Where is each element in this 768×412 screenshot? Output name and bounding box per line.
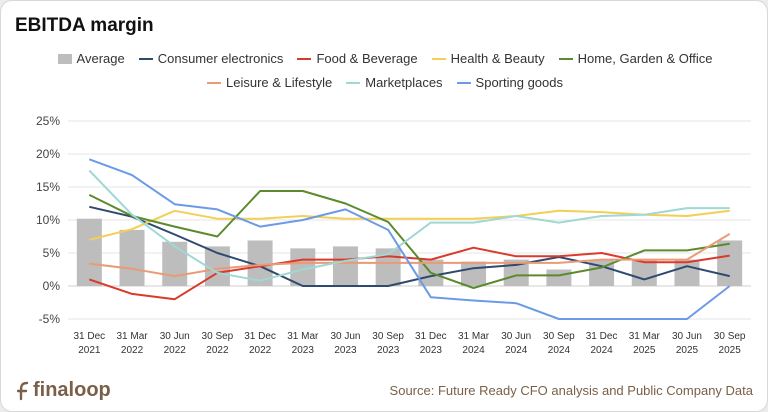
x-tick-label: 31 Mar <box>629 331 661 342</box>
legend-item-marketplaces[interactable]: Marketplaces <box>346 75 443 90</box>
x-tick-year: 2025 <box>633 345 656 356</box>
legend-label: Leisure & Lifestyle <box>226 75 333 90</box>
x-tick-year: 2024 <box>462 345 485 356</box>
legend-swatch <box>138 57 153 60</box>
x-tick-label: 30 Sep <box>372 331 404 342</box>
y-tick-label: 5% <box>43 246 61 260</box>
legend-label: Home, Garden & Office <box>577 51 713 66</box>
legend-item-leisure-lifestyle[interactable]: Leisure & Lifestyle <box>207 75 332 90</box>
x-tick-label: 30 Jun <box>501 331 531 342</box>
source-note: Source: Future Ready CFO analysis and Pu… <box>389 383 753 398</box>
x-tick-year: 2022 <box>249 345 272 356</box>
finaloop-logo-icon <box>17 381 29 400</box>
x-tick-label: 31 Dec <box>244 331 276 342</box>
legend-item-average[interactable]: Average <box>57 51 125 66</box>
legend-swatch <box>431 57 446 60</box>
x-tick-label: 31 Mar <box>287 331 319 342</box>
x-tick-year: 2022 <box>121 345 144 356</box>
series-line <box>88 158 731 320</box>
x-tick-label: 31 Mar <box>458 331 490 342</box>
legend-label: Health & Beauty <box>450 51 545 66</box>
bar <box>76 218 102 286</box>
legend-swatch-average <box>57 53 72 64</box>
x-tick-label: 31 Mar <box>116 331 148 342</box>
series-line <box>88 246 730 301</box>
x-tick-year: 2023 <box>420 345 443 356</box>
legend-swatch <box>346 81 361 84</box>
legend-swatch <box>558 57 573 60</box>
x-tick-label: 31 Dec <box>415 331 447 342</box>
series-line <box>89 205 730 287</box>
x-tick-year: 2023 <box>334 345 357 356</box>
x-tick-year: 2023 <box>292 345 315 356</box>
x-tick-year: 2021 <box>78 345 101 356</box>
y-tick-label: 20% <box>36 147 60 161</box>
x-tick-year: 2025 <box>719 345 742 356</box>
y-tick-label: 15% <box>36 180 60 194</box>
bar <box>546 269 572 286</box>
x-tick-label: 31 Dec <box>586 331 618 342</box>
bar <box>717 240 743 286</box>
x-tick-label: 30 Jun <box>330 331 360 342</box>
bar <box>332 246 358 286</box>
x-tick-label: 31 Dec <box>74 331 106 342</box>
bar <box>674 259 700 286</box>
legend-label-average: Average <box>76 51 125 66</box>
logo-text: finaloop <box>33 379 111 401</box>
legend-item-home-garden-office[interactable]: Home, Garden & Office <box>558 51 713 66</box>
legend-swatch <box>297 57 312 60</box>
legend-item-sporting-goods[interactable]: Sporting goods <box>456 75 563 90</box>
legend-swatch <box>207 81 221 84</box>
legend-label: Consumer electronics <box>157 51 284 66</box>
series-line <box>88 169 730 282</box>
series-line <box>89 209 730 241</box>
chart-title: EBITDA margin <box>15 15 154 36</box>
legend-label: Marketplaces <box>365 75 443 90</box>
y-tick-label: -5% <box>39 312 61 326</box>
x-tick-label: 30 Sep <box>714 331 746 342</box>
x-tick-year: 2022 <box>206 345 229 356</box>
legend-row-2: Leisure & Lifestyle Marketplaces Sportin… <box>21 75 749 90</box>
legend-label: Sporting goods <box>475 75 563 90</box>
legend-label: Food & Beverage <box>316 51 418 66</box>
x-tick-label: 30 Jun <box>160 331 190 342</box>
legend-item-health-beauty[interactable]: Health & Beauty <box>431 51 545 66</box>
y-tick-label: 10% <box>36 213 60 227</box>
x-tick-label: 30 Sep <box>202 331 234 342</box>
x-tick-year: 2024 <box>548 345 571 356</box>
bar <box>631 259 657 286</box>
x-tick-year: 2025 <box>676 345 699 356</box>
x-tick-year: 2022 <box>164 345 187 356</box>
x-tick-label: 30 Sep <box>543 331 575 342</box>
x-tick-year: 2023 <box>377 345 400 356</box>
bar <box>162 241 188 286</box>
finaloop-logo: finaloop <box>17 379 111 402</box>
y-tick-label: 0% <box>43 279 61 293</box>
legend-item-consumer-electronics[interactable]: Consumer electronics <box>138 51 284 66</box>
x-tick-year: 2024 <box>590 345 613 356</box>
x-tick-year: 2024 <box>505 345 528 356</box>
bar <box>461 261 487 286</box>
chart-plot: -5% 0% 5% 10% 15% 20% 25% 31 Dec 2021 31 Mar 2022 3… <box>36 114 751 356</box>
legend-item-food-beverage[interactable]: Food & Beverage <box>297 51 418 66</box>
legend-row-1: Average Consumer electronics Food & Beve… <box>21 51 749 66</box>
x-tick-label: 30 Jun <box>672 331 702 342</box>
legend-swatch <box>456 81 471 84</box>
bar <box>119 229 145 286</box>
y-tick-label: 25% <box>36 114 60 128</box>
